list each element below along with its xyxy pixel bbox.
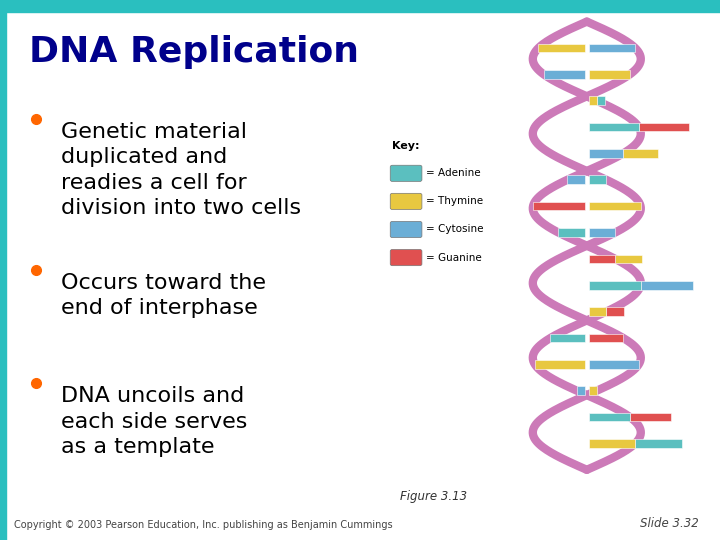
FancyBboxPatch shape (390, 193, 422, 210)
Bar (588, 228, 615, 237)
Text: Occurs toward the
end of interphase: Occurs toward the end of interphase (61, 273, 266, 318)
Bar (588, 439, 635, 448)
Bar (588, 413, 630, 421)
Bar (641, 281, 693, 289)
FancyBboxPatch shape (390, 221, 422, 238)
Text: DNA uncoils and
each side serves
as a template: DNA uncoils and each side serves as a te… (61, 386, 248, 457)
Bar (535, 360, 585, 369)
Bar (588, 149, 624, 158)
Bar (615, 254, 642, 263)
Bar (606, 307, 624, 316)
Bar (588, 334, 624, 342)
Bar (588, 202, 641, 211)
Text: Copyright © 2003 Pearson Education, Inc. publishing as Benjamin Cummings: Copyright © 2003 Pearson Education, Inc.… (14, 520, 393, 530)
Bar (588, 176, 606, 184)
Bar (639, 123, 689, 131)
FancyBboxPatch shape (390, 165, 422, 181)
Text: Key:: Key: (392, 141, 420, 151)
Bar (544, 70, 585, 79)
Bar (635, 439, 682, 448)
Bar (533, 202, 585, 211)
Bar (559, 228, 585, 237)
Bar (624, 149, 658, 158)
Text: DNA Replication: DNA Replication (29, 35, 359, 69)
Text: = Adenine: = Adenine (426, 168, 480, 178)
Bar (588, 96, 597, 105)
Bar (588, 254, 615, 263)
Bar (588, 360, 639, 369)
Bar (577, 387, 585, 395)
Bar (588, 44, 635, 52)
Text: Slide 3.32: Slide 3.32 (639, 517, 698, 530)
Bar (0, 0, 720, 12)
Bar (588, 70, 630, 79)
Text: Figure 3.13: Figure 3.13 (400, 490, 467, 503)
Text: = Thymine: = Thymine (426, 197, 482, 206)
Bar (588, 387, 597, 395)
Bar (588, 307, 606, 316)
Bar (588, 281, 641, 289)
FancyBboxPatch shape (390, 249, 422, 266)
Bar (0, 0, 6, 540)
Bar (539, 44, 585, 52)
Bar (567, 176, 585, 184)
Bar (588, 123, 639, 131)
Bar (550, 334, 585, 342)
Bar (630, 413, 671, 421)
Text: = Guanine: = Guanine (426, 253, 481, 262)
Text: = Cytosine: = Cytosine (426, 225, 483, 234)
Bar (597, 96, 605, 105)
Text: Genetic material
duplicated and
readies a cell for
division into two cells: Genetic material duplicated and readies … (61, 122, 302, 218)
